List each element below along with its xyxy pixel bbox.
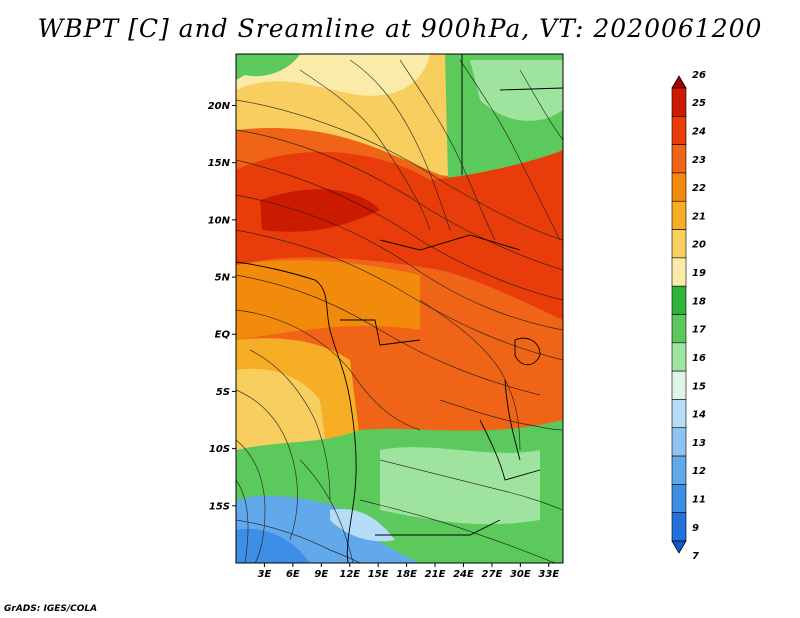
map-plot-area bbox=[236, 54, 563, 563]
colorbar-label: 13 bbox=[692, 438, 706, 449]
colorbar-label: 18 bbox=[692, 296, 706, 307]
colorbar-label: 23 bbox=[692, 155, 706, 166]
colorbar-label: 25 bbox=[692, 98, 706, 109]
border-line-e bbox=[375, 519, 501, 536]
colorbar-label: 22 bbox=[692, 183, 706, 194]
colorbar-label: 19 bbox=[692, 268, 706, 279]
colorbar-segment bbox=[671, 116, 687, 145]
colorbar-label: 11 bbox=[692, 495, 706, 506]
colorbar-segment bbox=[671, 144, 687, 174]
colorbar-segment bbox=[671, 172, 687, 202]
colorbar-segment bbox=[671, 342, 687, 372]
colorbar-segment bbox=[671, 370, 687, 400]
lake-victoria bbox=[514, 337, 541, 366]
latitude-label: 5N bbox=[215, 273, 231, 284]
colorbar-segment bbox=[671, 484, 687, 513]
field-nw-green bbox=[236, 54, 300, 80]
map-frame bbox=[235, 53, 564, 564]
colorbar-label: 21 bbox=[692, 211, 706, 222]
longitude-label: 6E bbox=[286, 569, 300, 580]
chart-title: WBPT [C] and Sreamline at 900hPa, VT: 20… bbox=[37, 14, 763, 43]
colorbar-segment bbox=[671, 229, 687, 259]
colorbar-segment bbox=[671, 200, 687, 230]
colorbar: 26 25 24 23 22 21 20 19 18 17 16 15 14 13 12 11 9 7 bbox=[671, 70, 706, 562]
longitude-axis: 3E 6E 9E 12E 15E 18E 21E 24E 27E 30E 33E bbox=[258, 563, 559, 580]
colorbar-segment bbox=[671, 512, 687, 542]
border-line-a bbox=[340, 319, 421, 346]
colorbar-label: 12 bbox=[692, 466, 706, 477]
field-sw-blue-pale bbox=[330, 509, 395, 542]
colorbar-label: 9 bbox=[692, 523, 699, 534]
footer-credit: GrADS: IGES/COLA bbox=[4, 604, 98, 614]
colorbar-label: 24 bbox=[692, 126, 706, 137]
longitude-label: 24E bbox=[453, 569, 474, 580]
rift-lakes bbox=[504, 379, 521, 461]
colorbar-segment bbox=[671, 427, 687, 457]
colorbar-bottom-arrow bbox=[671, 540, 687, 554]
colorbar-segment bbox=[671, 399, 687, 429]
latitude-label: 5S bbox=[216, 387, 230, 398]
latitude-label: 20N bbox=[208, 101, 231, 112]
latitude-label: EQ bbox=[215, 330, 231, 341]
colorbar-label: 7 bbox=[692, 551, 699, 562]
latitude-axis: 20N 15N 10N 5N EQ 5S 10S 15S bbox=[208, 101, 236, 512]
longitude-label: 9E bbox=[314, 569, 328, 580]
border-line-b bbox=[379, 234, 521, 251]
longitude-label: 33E bbox=[538, 569, 559, 580]
field-ne-lightgreen bbox=[470, 60, 563, 121]
streamlines bbox=[236, 59, 563, 563]
colorbar-segment bbox=[671, 257, 687, 287]
colorbar-segment bbox=[671, 285, 687, 315]
longitude-label: 27E bbox=[482, 569, 503, 580]
longitude-label: 21E bbox=[425, 569, 446, 580]
longitude-label: 18E bbox=[396, 569, 417, 580]
latitude-label: 10S bbox=[209, 444, 230, 455]
border-line-d bbox=[499, 87, 563, 91]
colorbar-segment bbox=[671, 314, 687, 344]
border-line-f bbox=[479, 419, 541, 481]
colorbar-label: 26 bbox=[692, 70, 706, 81]
longitude-label: 15E bbox=[368, 569, 389, 580]
colorbar-segment bbox=[671, 455, 687, 485]
colorbar-segment bbox=[671, 87, 687, 117]
colorbar-label: 17 bbox=[692, 325, 706, 336]
colorbar-top-arrow bbox=[671, 75, 687, 89]
colorbar-label: 15 bbox=[692, 381, 706, 392]
latitude-label: 15N bbox=[208, 158, 231, 169]
field-south-lightgreen bbox=[380, 447, 540, 525]
longitude-label: 3E bbox=[258, 569, 272, 580]
west-coastline bbox=[236, 261, 357, 563]
longitude-label: 30E bbox=[510, 569, 531, 580]
latitude-label: 10N bbox=[208, 215, 231, 226]
colorbar-label: 14 bbox=[692, 410, 706, 421]
longitude-label: 12E bbox=[339, 569, 360, 580]
colorbar-label: 16 bbox=[692, 353, 706, 364]
field-west-coast-pale bbox=[236, 368, 325, 452]
coastlines-borders bbox=[236, 54, 563, 563]
field-sw-blue-deep bbox=[236, 528, 310, 563]
latitude-label: 15S bbox=[209, 501, 230, 512]
colorbar-label: 20 bbox=[692, 240, 706, 251]
